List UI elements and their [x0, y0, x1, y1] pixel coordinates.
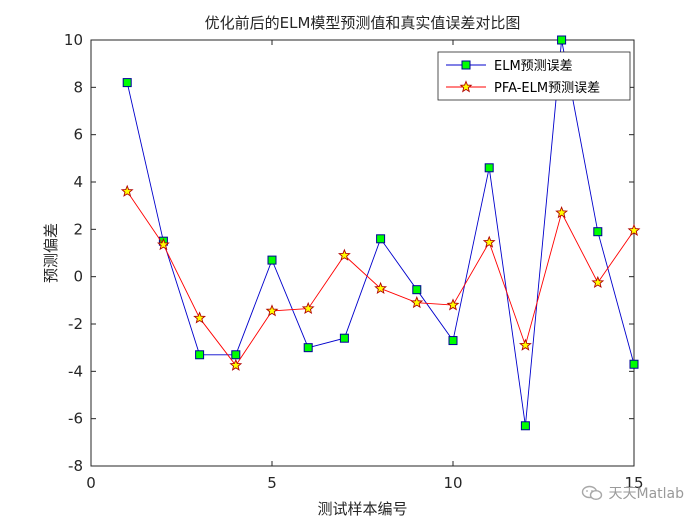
legend-swatch-marker [461, 60, 471, 70]
series-2-point [193, 311, 206, 324]
wechat-icon [582, 485, 603, 501]
y-axis-title: 预测偏差 [42, 223, 60, 283]
y-tick-label: -6 [68, 410, 83, 428]
x-tick-label: 5 [267, 474, 277, 492]
legend-swatch-marker [459, 80, 473, 93]
legend-box [437, 51, 631, 101]
x-axis-title: 测试样本编号 [317, 500, 407, 518]
series-1-point [267, 255, 277, 265]
y-tick-label: 8 [73, 78, 83, 96]
series-2-point [120, 184, 134, 197]
series-1-point [629, 359, 639, 369]
y-tick-label: 6 [73, 126, 83, 144]
legend-label: ELM预测误差 [494, 59, 573, 74]
series-2-point [229, 358, 243, 371]
y-tick-label: -8 [68, 457, 83, 475]
x-tick-label: 0 [86, 474, 96, 492]
series-1-point [195, 350, 205, 360]
series-2-point [374, 281, 387, 294]
series-2-point [519, 338, 532, 351]
y-tick-label: 2 [73, 220, 83, 238]
series-2-point [265, 304, 279, 317]
y-tick-label: 0 [73, 268, 83, 286]
series-2-point [591, 275, 605, 289]
series-1-point [448, 336, 458, 346]
plot-area [90, 39, 635, 467]
series-2-point [301, 301, 315, 315]
watermark-text: 天天Matlab [608, 486, 684, 502]
series-1-point [231, 350, 241, 360]
x-tick-label: 10 [443, 474, 462, 492]
series-2-point [627, 223, 641, 236]
series-2-point [157, 237, 170, 251]
series-1-point [484, 163, 494, 173]
y-tick-label: -2 [68, 315, 83, 333]
watermark: 天天Matlab [581, 483, 684, 503]
chart-title: 优化前后的ELM模型预测值和真实值误差对比图 [205, 14, 521, 32]
series-1-point [557, 35, 567, 45]
y-tick-label: 10 [64, 31, 83, 49]
series-1-point [376, 234, 386, 244]
series-2-point [482, 235, 496, 248]
y-tick-label: 4 [73, 173, 83, 191]
series-1-point [339, 333, 349, 343]
series-2-point [410, 295, 424, 309]
series-1-point [122, 78, 132, 88]
series-2-point [555, 206, 568, 219]
x-tick-label: 15 [624, 474, 643, 492]
series-1-point [593, 227, 603, 237]
series-2-point [338, 248, 351, 261]
y-tick-label: -4 [68, 362, 83, 380]
series-2-point [446, 298, 460, 311]
series-1-point [412, 285, 422, 295]
series-1-point [520, 421, 530, 431]
series-1-point [303, 343, 313, 353]
legend-label: PFA-ELM预测误差 [494, 81, 600, 96]
